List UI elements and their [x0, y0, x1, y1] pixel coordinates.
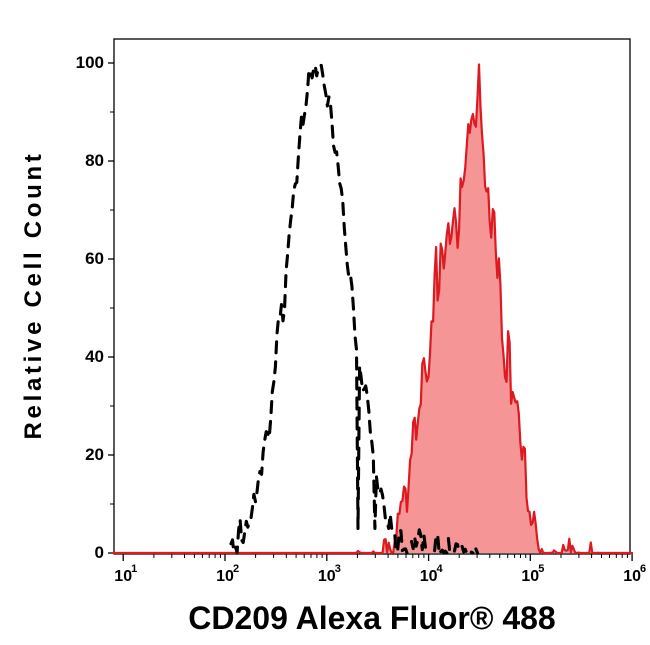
svg-text:2: 2: [233, 563, 239, 575]
svg-text:10: 10: [623, 568, 641, 585]
svg-text:10: 10: [114, 568, 132, 585]
svg-text:80: 80: [85, 151, 104, 170]
svg-text:60: 60: [85, 249, 104, 268]
svg-text:20: 20: [85, 445, 104, 464]
svg-text:10: 10: [216, 568, 234, 585]
svg-text:40: 40: [85, 347, 104, 366]
svg-text:4: 4: [437, 563, 444, 575]
svg-text:10: 10: [420, 568, 438, 585]
svg-text:6: 6: [640, 563, 646, 575]
svg-text:10: 10: [318, 568, 336, 585]
svg-text:0: 0: [95, 543, 104, 562]
svg-text:3: 3: [335, 563, 341, 575]
svg-text:1: 1: [131, 563, 137, 575]
svg-text:5: 5: [538, 563, 544, 575]
svg-text:100: 100: [76, 53, 104, 72]
svg-text:10: 10: [521, 568, 539, 585]
